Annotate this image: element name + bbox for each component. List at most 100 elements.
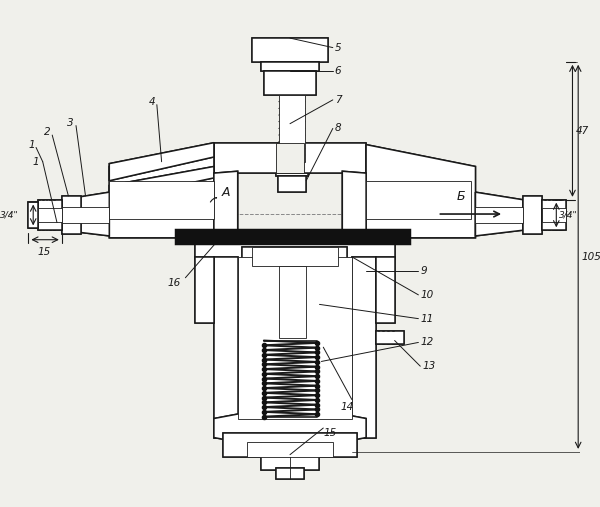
Polygon shape: [252, 335, 333, 352]
Text: 105: 105: [582, 252, 600, 262]
Polygon shape: [343, 171, 366, 240]
Bar: [271, 266, 314, 338]
Text: 8: 8: [335, 123, 341, 133]
Polygon shape: [62, 192, 109, 236]
Text: 6: 6: [335, 66, 341, 77]
Bar: [252, 247, 338, 266]
Polygon shape: [38, 200, 62, 230]
Polygon shape: [214, 404, 366, 452]
Bar: [276, 160, 308, 176]
Bar: [376, 331, 404, 344]
Text: 3: 3: [67, 118, 74, 128]
Text: 2: 2: [44, 127, 50, 137]
Bar: [252, 335, 333, 352]
Polygon shape: [214, 404, 366, 452]
Bar: [214, 257, 238, 438]
Polygon shape: [366, 144, 475, 238]
Text: 11: 11: [421, 314, 434, 323]
Polygon shape: [366, 144, 475, 238]
Bar: [475, 207, 523, 223]
Bar: [276, 142, 304, 173]
Text: 1: 1: [32, 157, 39, 167]
Polygon shape: [214, 257, 238, 438]
Polygon shape: [376, 331, 404, 344]
Polygon shape: [343, 171, 366, 240]
Polygon shape: [195, 257, 214, 323]
Text: 13: 13: [422, 361, 436, 371]
Polygon shape: [176, 230, 409, 242]
Polygon shape: [352, 257, 376, 438]
Text: 47: 47: [576, 126, 590, 136]
Polygon shape: [214, 171, 238, 240]
Bar: [195, 257, 214, 323]
Bar: [352, 257, 376, 438]
Bar: [376, 257, 395, 323]
Polygon shape: [262, 62, 319, 71]
Polygon shape: [252, 38, 328, 62]
Polygon shape: [223, 433, 356, 457]
Text: 3/4": 3/4": [559, 210, 578, 220]
Bar: [62, 207, 109, 223]
Bar: [109, 180, 214, 219]
Polygon shape: [523, 196, 542, 234]
Text: 3/4": 3/4": [1, 210, 19, 220]
Polygon shape: [376, 257, 395, 323]
Text: 12: 12: [421, 338, 434, 347]
Bar: [242, 247, 347, 266]
Text: 14: 14: [340, 402, 353, 412]
Bar: [214, 142, 366, 173]
Polygon shape: [109, 166, 214, 200]
Bar: [265, 71, 316, 95]
Bar: [278, 176, 306, 192]
Bar: [252, 38, 328, 62]
Bar: [223, 433, 356, 457]
Polygon shape: [28, 202, 38, 228]
Bar: [262, 455, 319, 470]
Bar: [276, 468, 304, 480]
Bar: [278, 95, 305, 162]
Polygon shape: [475, 192, 523, 236]
Polygon shape: [109, 166, 214, 200]
Text: 1: 1: [28, 139, 35, 150]
Bar: [238, 257, 352, 418]
FancyArrowPatch shape: [211, 198, 217, 202]
Bar: [38, 208, 62, 222]
Text: 5: 5: [335, 43, 341, 53]
Polygon shape: [542, 200, 566, 230]
Text: 15: 15: [323, 428, 337, 438]
Polygon shape: [475, 192, 523, 236]
Polygon shape: [109, 144, 214, 238]
Text: А: А: [222, 186, 230, 199]
Polygon shape: [265, 71, 316, 95]
Polygon shape: [109, 142, 214, 180]
Bar: [366, 180, 471, 219]
Polygon shape: [62, 196, 81, 234]
Polygon shape: [262, 455, 319, 470]
Bar: [28, 202, 38, 228]
Text: Б: Б: [457, 190, 466, 203]
Bar: [278, 266, 306, 338]
Text: 15: 15: [38, 247, 51, 258]
Text: 10: 10: [421, 290, 434, 300]
Bar: [247, 442, 333, 457]
Text: 7: 7: [335, 95, 341, 105]
Polygon shape: [109, 142, 214, 180]
Polygon shape: [271, 266, 314, 338]
Bar: [542, 200, 566, 230]
Polygon shape: [276, 160, 308, 176]
Bar: [38, 200, 62, 230]
Polygon shape: [214, 142, 366, 173]
Bar: [262, 62, 319, 71]
Polygon shape: [195, 240, 395, 259]
Bar: [62, 196, 81, 234]
Text: 16: 16: [167, 278, 181, 288]
Polygon shape: [62, 192, 109, 236]
Bar: [195, 240, 395, 259]
Polygon shape: [214, 171, 238, 240]
Polygon shape: [242, 247, 347, 266]
Bar: [523, 196, 542, 234]
Polygon shape: [278, 176, 306, 192]
Bar: [542, 208, 566, 222]
Text: 9: 9: [421, 266, 427, 276]
Polygon shape: [109, 144, 214, 238]
